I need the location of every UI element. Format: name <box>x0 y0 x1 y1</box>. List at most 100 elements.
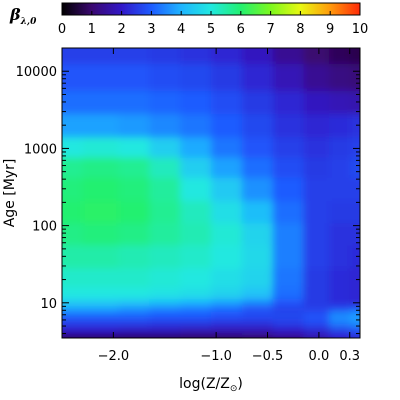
colorbar-tick-label: 7 <box>266 22 274 37</box>
heatmap-cell <box>62 318 84 327</box>
heatmap-cell <box>241 326 274 335</box>
heatmap-cell <box>211 63 243 91</box>
heatmap-cell <box>180 326 212 335</box>
heatmap-cell <box>329 200 351 224</box>
heatmap-cell <box>241 244 274 269</box>
heatmap-cell <box>118 63 150 91</box>
heatmap-cell <box>303 311 330 320</box>
heatmap-cell <box>149 177 181 202</box>
heatmap-cell <box>149 244 181 269</box>
heatmap-cell <box>62 200 84 224</box>
x-axis-ticks: −2.0 −1.0 −0.5 0.0 0.3 <box>98 48 360 364</box>
heatmap-cell <box>180 318 212 327</box>
heatmap-cell <box>349 318 360 327</box>
heatmap-cell <box>241 156 274 178</box>
heatmap-cell <box>118 318 150 327</box>
heatmap-cell <box>62 286 84 300</box>
heatmap-cell <box>303 200 330 224</box>
heatmap-cell <box>303 63 330 91</box>
heatmap-cell <box>82 311 120 320</box>
heatmap-cell <box>211 333 243 338</box>
heatmap-cell <box>62 48 84 64</box>
heatmap-cell <box>241 318 274 327</box>
colorbar-tick-label: 9 <box>326 22 334 37</box>
heatmap-cell <box>62 298 84 307</box>
colorbar-tick-label: 10 <box>352 22 369 37</box>
heatmap-cell <box>211 244 243 269</box>
heatmap-cell <box>272 200 305 224</box>
heatmap-cell <box>62 305 84 313</box>
heatmap-cell <box>303 286 330 300</box>
y-tick-label: 10000 <box>16 65 57 80</box>
heatmap-cell <box>211 113 243 138</box>
heatmap-cell <box>82 48 120 64</box>
heatmap-cell <box>118 326 150 335</box>
heatmap-cell <box>303 48 330 64</box>
heatmap-cell <box>211 90 243 115</box>
heatmap-cell <box>180 200 212 224</box>
heatmap-cell <box>329 311 351 320</box>
heatmap-cell <box>211 177 243 202</box>
heatmap-cell <box>180 267 212 288</box>
heatmap-cell <box>180 113 212 138</box>
heatmap-cell <box>241 286 274 300</box>
heatmap-cell <box>349 156 360 178</box>
colorbar-ticks: 0 1 2 3 4 5 6 7 8 9 10 <box>58 11 368 37</box>
heatmap-cell <box>149 48 181 64</box>
heatmap-cell <box>349 136 360 158</box>
heatmap-cell <box>118 113 150 138</box>
heatmap-cell <box>349 267 360 288</box>
colorbar-tick-label: 8 <box>296 22 304 37</box>
heatmap-cell <box>241 267 274 288</box>
heatmap-cell <box>82 267 120 288</box>
heatmap-cell <box>149 318 181 327</box>
heatmap-cell <box>82 200 120 224</box>
heatmap-cell <box>118 286 150 300</box>
y-axis-title: Age [Myr] <box>2 159 18 228</box>
heatmap-cell <box>241 177 274 202</box>
heatmap-cell <box>349 48 360 64</box>
heatmap-cell <box>180 244 212 269</box>
heatmap-cell <box>329 333 351 338</box>
heatmap-cell <box>180 177 212 202</box>
heatmap-cell <box>62 333 84 338</box>
heatmap-cell <box>82 326 120 335</box>
heatmap-cell <box>303 244 330 269</box>
heatmap-cell <box>62 267 84 288</box>
heatmap-cell <box>211 318 243 327</box>
heatmap-cell <box>82 113 120 138</box>
heatmap-cell <box>82 318 120 327</box>
heatmap-cell <box>149 298 181 307</box>
colorbar-tick-label: 5 <box>207 22 215 37</box>
heatmap-cell <box>241 298 274 307</box>
heatmap-cell <box>349 311 360 320</box>
heatmap-cell <box>180 298 212 307</box>
heatmap-cell <box>241 200 274 224</box>
y-tick-label: 10 <box>40 297 57 312</box>
heatmap-cell <box>349 244 360 269</box>
x-axis-title: log(Z/Z⊙) <box>179 376 243 394</box>
heatmap-cell <box>118 244 150 269</box>
heatmap-cell <box>349 333 360 338</box>
heatmap-cell <box>329 244 351 269</box>
heatmap-cell <box>272 63 305 91</box>
heatmap-cell <box>329 156 351 178</box>
heatmap-cell <box>329 63 351 91</box>
heatmap-cell <box>62 63 84 91</box>
heatmap-cell <box>241 90 274 115</box>
heatmap-cell <box>329 90 351 115</box>
heatmap-cell <box>272 326 305 335</box>
heatmap-cell <box>349 63 360 91</box>
heatmap-cell <box>303 222 330 246</box>
heatmap-cell <box>180 305 212 313</box>
heatmap-cell <box>303 90 330 115</box>
heatmap-cell <box>211 298 243 307</box>
heatmap-cell <box>303 298 330 307</box>
heatmap-cell <box>118 222 150 246</box>
heatmap-cell <box>349 298 360 307</box>
heatmap-cell <box>329 298 351 307</box>
heatmap-cell <box>303 113 330 138</box>
heatmap-cell <box>211 136 243 158</box>
